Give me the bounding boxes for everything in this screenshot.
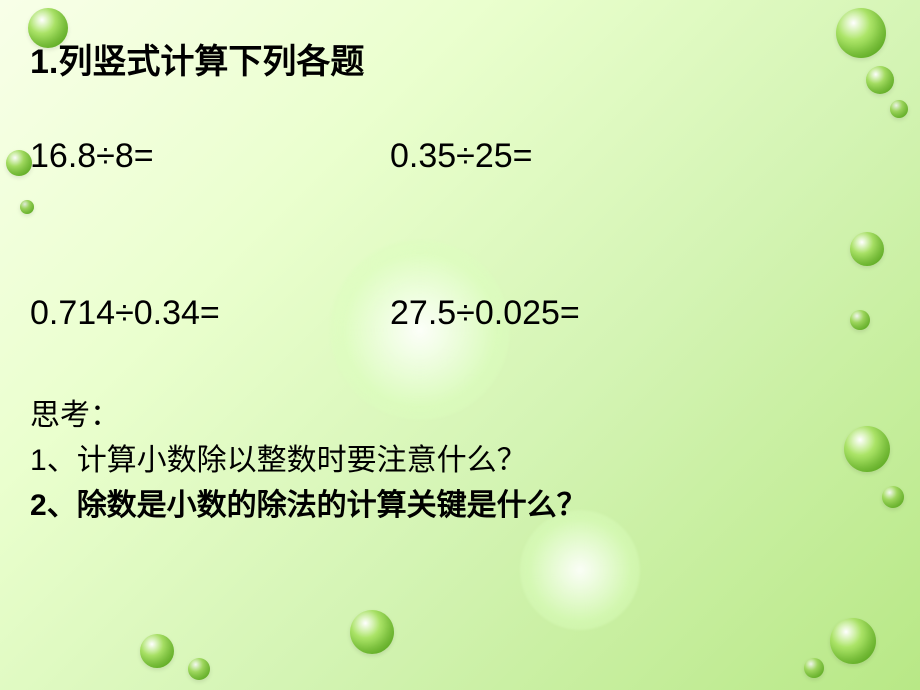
- think-heading: 思考：: [30, 393, 830, 438]
- bubble-icon: [850, 310, 870, 330]
- equation-4: 27.5÷0.025=: [390, 294, 580, 333]
- bubble-icon: [188, 658, 210, 680]
- bubble-icon: [830, 618, 876, 664]
- question-text: 除数是小数的除法的计算关键是什么？: [77, 489, 587, 522]
- slide-content: 1.列竖式计算下列各题 16.8÷8= 0.35÷25= 0.714÷0.34=…: [30, 34, 830, 528]
- question-text: 计算小数除以整数时要注意什么？: [77, 444, 527, 477]
- question-number: 1: [30, 444, 47, 477]
- think-question-2: 2、除数是小数的除法的计算关键是什么？: [30, 483, 830, 528]
- think-block: 思考： 1、计算小数除以整数时要注意什么？ 2、除数是小数的除法的计算关键是什么…: [30, 393, 830, 528]
- equation-row: 16.8÷8= 0.35÷25=: [30, 137, 830, 176]
- equation-3: 0.714÷0.34=: [30, 294, 390, 333]
- bubble-icon: [890, 100, 908, 118]
- question-sep: 、: [47, 489, 77, 522]
- bubble-icon: [6, 150, 32, 176]
- question-sep: 、: [47, 444, 77, 477]
- bubble-icon: [844, 426, 890, 472]
- bubble-icon: [350, 610, 394, 654]
- bubble-icon: [866, 66, 894, 94]
- equation-row: 0.714÷0.34= 27.5÷0.025=: [30, 294, 830, 333]
- bubble-icon: [140, 634, 174, 668]
- bubble-icon: [804, 658, 824, 678]
- soft-blob: [520, 510, 640, 630]
- think-question-1: 1、计算小数除以整数时要注意什么？: [30, 438, 830, 483]
- bubble-icon: [882, 486, 904, 508]
- bubble-icon: [850, 232, 884, 266]
- title-text: 列竖式计算下列各题: [58, 43, 364, 81]
- question-number: 2: [30, 489, 47, 522]
- section-title: 1.列竖式计算下列各题: [30, 34, 830, 83]
- title-number: 1.: [30, 43, 58, 81]
- equation-1: 16.8÷8=: [30, 137, 390, 176]
- equation-2: 0.35÷25=: [390, 137, 533, 176]
- bubble-icon: [836, 8, 886, 58]
